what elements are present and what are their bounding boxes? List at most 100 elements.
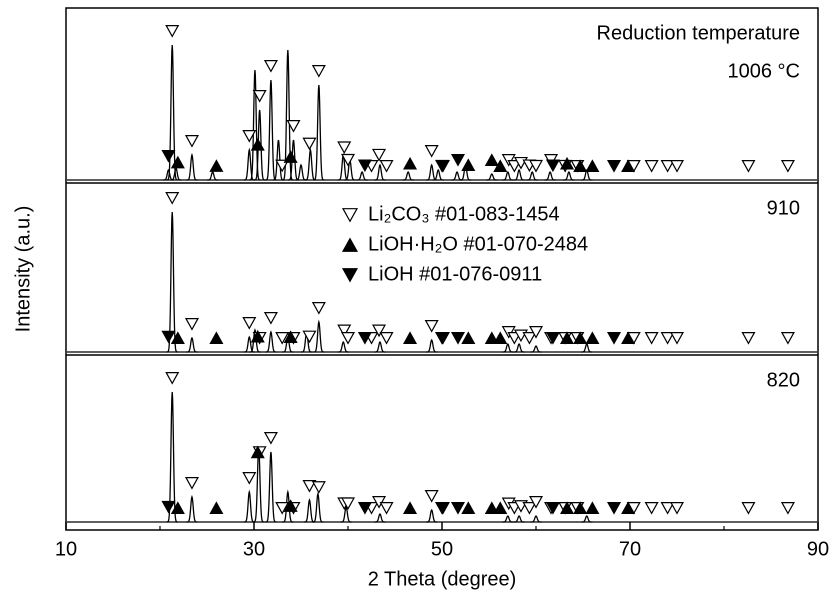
diffraction-peak <box>513 515 525 523</box>
legend-label: LiOH·H₂O #01-070-2484 <box>368 233 588 255</box>
phase-marker <box>621 501 636 515</box>
legend-symbol <box>341 208 359 223</box>
y-axis-label: Intensity (a.u.) <box>12 206 34 333</box>
phase-marker <box>275 331 290 345</box>
phase-marker <box>450 332 465 345</box>
diffraction-peak <box>243 147 255 181</box>
phase-marker <box>660 160 675 173</box>
phase-marker <box>403 156 418 170</box>
phase-marker <box>461 501 476 515</box>
phase-marker <box>170 331 185 344</box>
diffraction-peak <box>486 173 498 181</box>
phase-marker <box>424 490 439 503</box>
phase-marker <box>450 502 465 515</box>
phase-marker <box>573 501 588 515</box>
phase-marker <box>170 155 185 169</box>
phase-marker <box>484 501 499 515</box>
diffraction-peak <box>265 79 277 181</box>
x-axis-label: 2 Theta (degree) <box>368 568 517 590</box>
phase-marker <box>493 331 508 344</box>
phase-marker <box>607 502 622 515</box>
phase-marker <box>585 159 600 172</box>
phase-marker <box>184 318 199 331</box>
x-tick-label: 90 <box>807 538 829 560</box>
phase-marker <box>165 25 180 38</box>
phase-marker <box>242 317 257 330</box>
phase-marker <box>403 501 418 515</box>
phase-marker <box>170 501 185 514</box>
diffraction-peak <box>207 171 219 181</box>
diffraction-peak <box>249 69 261 181</box>
diffraction-peak <box>243 335 255 353</box>
phase-marker <box>283 330 298 343</box>
phase-marker <box>741 332 756 345</box>
phase-marker <box>585 331 600 344</box>
phase-marker <box>302 480 317 493</box>
phase-marker <box>311 481 326 494</box>
phase-marker <box>585 501 600 514</box>
phase-marker <box>644 160 659 173</box>
diffraction-peak <box>356 171 368 181</box>
diffraction-peak <box>530 515 542 523</box>
diffraction-peak <box>282 489 294 523</box>
diffraction-peak <box>426 338 438 353</box>
phase-marker <box>450 154 465 167</box>
phase-marker <box>263 59 278 73</box>
diffraction-peak <box>530 345 542 353</box>
phase-marker <box>573 159 588 172</box>
phase-marker <box>507 159 522 173</box>
diffraction-peak <box>337 340 349 353</box>
phase-marker <box>209 501 224 515</box>
panel-label: 820 <box>767 369 800 391</box>
diffraction-peak <box>253 109 266 181</box>
panel-label: 1006 °C <box>728 60 801 82</box>
phase-marker <box>283 499 298 512</box>
phase-marker <box>357 159 372 173</box>
diffraction-peak <box>544 171 556 181</box>
phase-marker <box>493 159 508 172</box>
phase-marker <box>302 330 317 344</box>
diffraction-peak <box>243 489 255 523</box>
diffraction-peak <box>265 330 277 353</box>
x-tick-label: 70 <box>619 538 641 560</box>
diffraction-peak <box>374 163 386 181</box>
phase-marker <box>660 502 675 515</box>
phase-marker <box>275 501 290 515</box>
phase-marker <box>461 158 476 171</box>
phase-marker <box>435 159 450 173</box>
panel-label: 910 <box>767 197 800 219</box>
diffraction-peak <box>502 515 514 523</box>
phase-marker <box>184 135 199 148</box>
diffraction-peak <box>186 152 198 181</box>
diffraction-peak <box>451 171 463 181</box>
phase-marker <box>669 160 685 173</box>
phase-marker <box>741 502 756 515</box>
annotation: Reduction temperature <box>597 22 800 44</box>
phase-marker <box>528 326 544 339</box>
phase-marker <box>607 160 622 173</box>
diffraction-peak <box>563 171 575 181</box>
phase-marker <box>644 332 659 345</box>
diffraction-peak <box>426 508 438 523</box>
phase-marker <box>340 497 356 511</box>
phase-marker <box>252 89 267 103</box>
phase-marker <box>165 192 180 205</box>
phase-marker <box>669 332 685 345</box>
diffraction-peak <box>249 328 261 353</box>
phase-marker <box>780 332 795 345</box>
phase-marker <box>621 159 636 172</box>
diffraction-peak <box>265 451 277 523</box>
phase-marker <box>372 324 387 338</box>
phase-marker <box>379 332 394 345</box>
phase-marker <box>424 320 439 333</box>
phase-marker <box>242 130 257 143</box>
phase-marker <box>424 145 439 158</box>
diffraction-peak <box>340 505 352 523</box>
phase-marker <box>372 148 387 162</box>
phase-marker <box>311 302 326 315</box>
phase-marker <box>357 332 372 345</box>
diffraction-peak <box>374 340 386 353</box>
diffraction-peak <box>313 319 325 353</box>
phase-marker <box>286 119 301 133</box>
